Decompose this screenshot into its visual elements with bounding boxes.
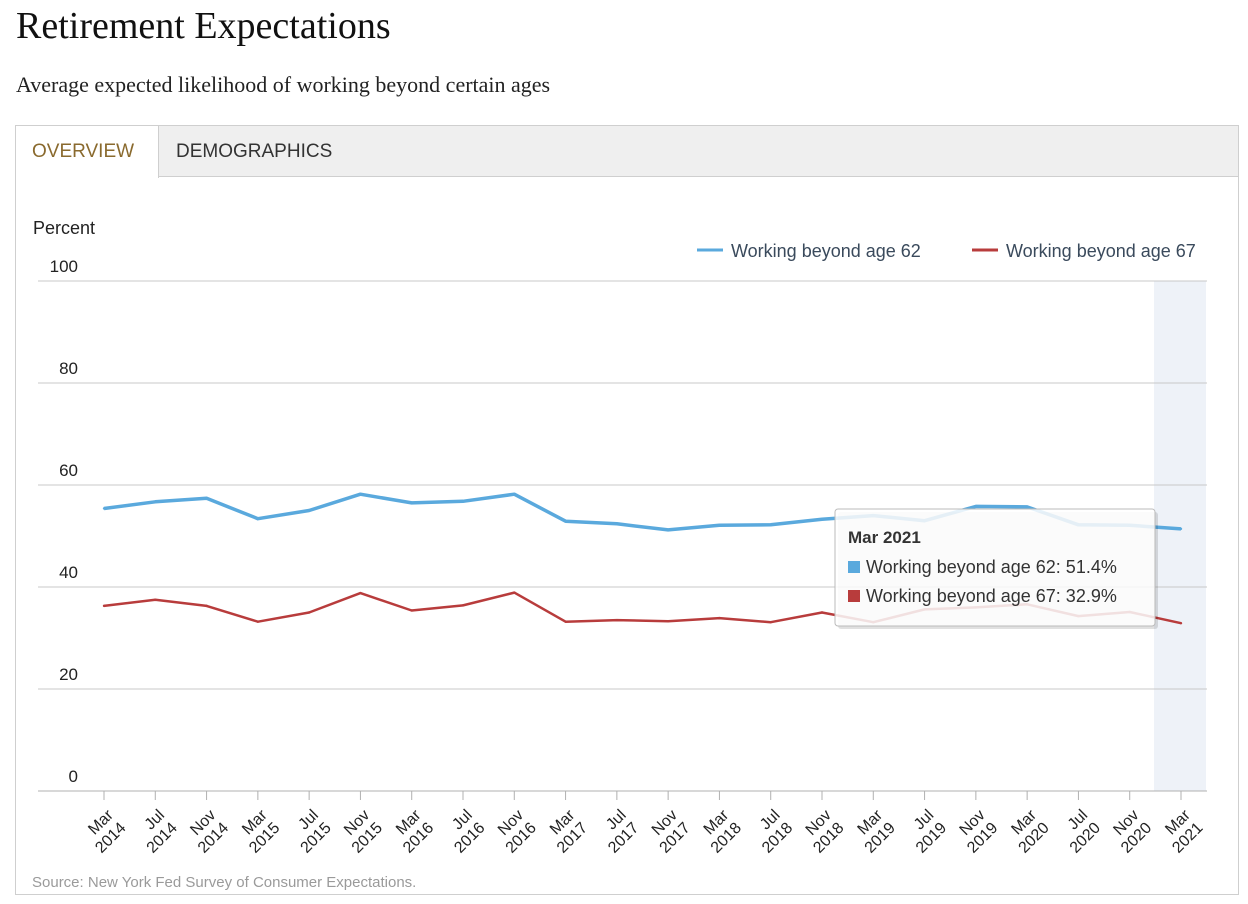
data-point — [718, 524, 721, 527]
data-point — [410, 609, 413, 612]
x-tick-label: Jul2015 — [285, 807, 335, 857]
data-point — [615, 618, 619, 622]
data-point — [154, 598, 157, 601]
data-point — [461, 500, 465, 503]
x-tick-label: Nov2018 — [798, 807, 848, 857]
tab-demographics[interactable]: DEMOGRAPHICS — [176, 141, 333, 162]
page-title: Retirement Expectations — [16, 5, 391, 47]
x-tick-label: Nov2019 — [951, 807, 1001, 857]
x-tick-label: Mar2015 — [233, 806, 283, 856]
data-point — [307, 611, 311, 614]
data-point — [256, 620, 260, 623]
y-tick-label: 40 — [59, 563, 78, 582]
data-point — [102, 507, 106, 510]
data-point — [102, 604, 106, 608]
data-point — [820, 611, 824, 614]
x-tick-label: Jul2014 — [131, 807, 181, 857]
legend-label: Working beyond age 62 — [731, 241, 921, 261]
data-point — [307, 509, 311, 512]
data-point — [359, 492, 362, 496]
data-point — [718, 616, 721, 620]
page-subtitle: Average expected likelihood of working b… — [16, 72, 551, 97]
tooltip-title: Mar 2021 — [848, 528, 921, 547]
y-tick-label: 0 — [69, 767, 78, 786]
x-tick-label: Mar2019 — [849, 806, 899, 856]
data-point — [513, 591, 516, 594]
y-tick-label: 100 — [50, 257, 78, 276]
data-point — [1025, 505, 1029, 509]
y-tick-label: 60 — [59, 461, 78, 480]
data-point — [461, 604, 465, 607]
data-point — [615, 522, 619, 525]
tooltip-swatch — [848, 561, 860, 573]
x-tick-label: Mar2016 — [387, 806, 437, 856]
x-tick-label: Mar2021 — [1157, 806, 1207, 856]
y-axis-label: Percent — [33, 218, 95, 238]
tab-overview[interactable]: OVERVIEW — [16, 126, 159, 178]
x-tick-label: Nov2014 — [182, 807, 232, 857]
data-point — [256, 517, 260, 520]
x-tick-label: Jul2017 — [592, 807, 642, 857]
data-point — [769, 620, 772, 624]
x-tick-label: Nov2020 — [1105, 807, 1155, 857]
x-tick-label: Mar2018 — [695, 806, 745, 856]
data-point — [205, 497, 208, 500]
data-point — [513, 492, 516, 496]
x-tick-label: Mar2017 — [541, 806, 591, 856]
x-tick-label: Nov2015 — [336, 807, 386, 857]
data-point — [564, 520, 567, 523]
series-line-age-62 — [103, 492, 1182, 532]
y-tick-label: 20 — [59, 665, 78, 684]
data-point — [974, 505, 978, 508]
tooltip-box — [834, 508, 1156, 627]
tooltip-swatch — [848, 590, 860, 602]
x-tick-label: Jul2016 — [439, 807, 489, 857]
legend-label: Working beyond age 67 — [1006, 241, 1196, 261]
tooltip-line: Working beyond age 62: 51.4% — [866, 557, 1117, 577]
x-tick-label: Jul2020 — [1054, 807, 1104, 857]
data-point — [769, 523, 772, 526]
x-tick-label: Nov2016 — [490, 807, 540, 857]
data-point — [205, 604, 208, 608]
data-point — [154, 500, 157, 504]
hover-highlight-band — [1154, 281, 1206, 791]
tab-bar: OVERVIEW DEMOGRAPHICS — [16, 126, 1238, 178]
data-point — [410, 501, 413, 505]
data-point — [666, 528, 670, 532]
data-point — [666, 619, 670, 623]
x-tick-label: Mar2014 — [80, 806, 130, 856]
data-point — [1179, 622, 1183, 625]
x-tick-label: Mar2020 — [1003, 806, 1053, 856]
data-point — [564, 620, 567, 623]
x-tick-label: Jul2018 — [746, 807, 796, 857]
data-point — [820, 517, 824, 521]
data-point — [359, 591, 362, 595]
data-point — [1179, 527, 1183, 531]
source-note: Source: New York Fed Survey of Consumer … — [32, 874, 417, 891]
x-tick-label: Jul2019 — [900, 807, 950, 857]
y-tick-label: 80 — [59, 359, 78, 378]
x-tick-label: Nov2017 — [644, 807, 694, 857]
tooltip-line: Working beyond age 67: 32.9% — [866, 586, 1117, 606]
